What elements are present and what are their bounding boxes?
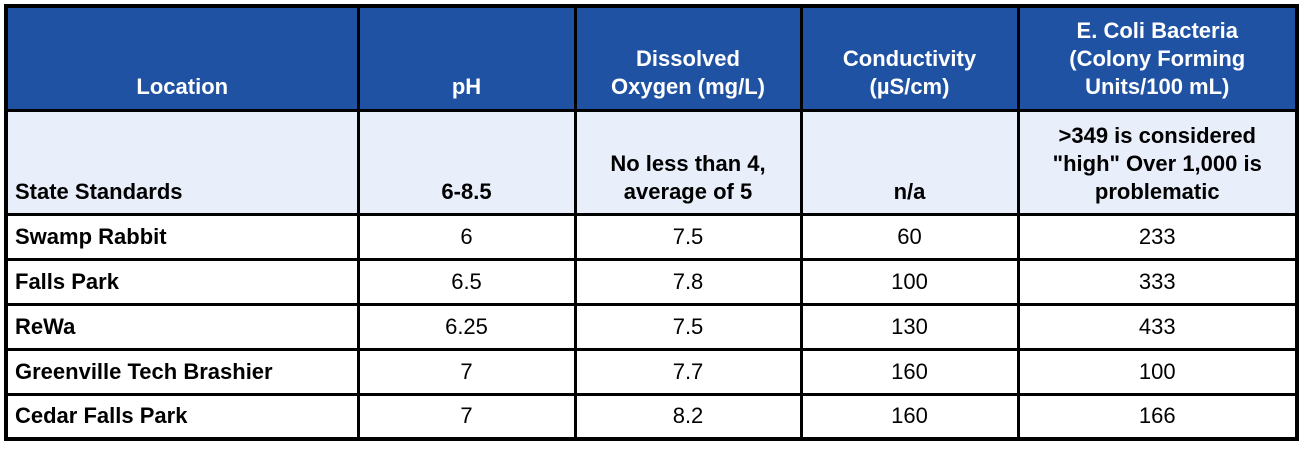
- cell-e-coli: 333: [1016, 257, 1299, 306]
- header-cell-dissolved-oxygen: Dissolved Oxygen (mg/L): [573, 4, 803, 112]
- table-row: Cedar Falls Park 7 8.2 160 166: [4, 392, 1299, 441]
- cell-ph: 6: [356, 212, 577, 261]
- standards-dissolved-oxygen: No less than 4, average of 5: [573, 108, 803, 216]
- table-body: State Standards 6-8.5 No less than 4, av…: [4, 108, 1299, 441]
- cell-conductivity: 160: [799, 392, 1020, 441]
- cell-ph: 7: [356, 347, 577, 396]
- cell-conductivity: 130: [799, 302, 1020, 351]
- cell-location: Swamp Rabbit: [4, 212, 360, 261]
- standards-conductivity: n/a: [799, 108, 1020, 216]
- water-quality-table: Location pH Dissolved Oxygen (mg/L) Cond…: [4, 4, 1299, 441]
- cell-e-coli: 166: [1016, 392, 1299, 441]
- standards-location: State Standards: [4, 108, 360, 216]
- cell-location: Greenville Tech Brashier: [4, 347, 360, 396]
- header-cell-location: Location: [4, 4, 360, 112]
- cell-conductivity: 100: [799, 257, 1020, 306]
- cell-ph: 6.5: [356, 257, 577, 306]
- cell-dissolved-oxygen: 7.7: [573, 347, 803, 396]
- standards-e-coli: >349 is considered "high" Over 1,000 is …: [1016, 108, 1299, 216]
- table-row: Swamp Rabbit 6 7.5 60 233: [4, 212, 1299, 261]
- cell-e-coli: 100: [1016, 347, 1299, 396]
- cell-location: Falls Park: [4, 257, 360, 306]
- cell-conductivity: 60: [799, 212, 1020, 261]
- cell-e-coli: 433: [1016, 302, 1299, 351]
- header-cell-conductivity: Conductivity (µS/cm): [799, 4, 1020, 112]
- table-row: ReWa 6.25 7.5 130 433: [4, 302, 1299, 351]
- state-standards-row: State Standards 6-8.5 No less than 4, av…: [4, 108, 1299, 216]
- cell-e-coli: 233: [1016, 212, 1299, 261]
- cell-dissolved-oxygen: 8.2: [573, 392, 803, 441]
- cell-dissolved-oxygen: 7.5: [573, 212, 803, 261]
- header-cell-e-coli: E. Coli Bacteria (Colony Forming Units/1…: [1016, 4, 1299, 112]
- cell-dissolved-oxygen: 7.8: [573, 257, 803, 306]
- cell-ph: 7: [356, 392, 577, 441]
- table-row: Greenville Tech Brashier 7 7.7 160 100: [4, 347, 1299, 396]
- cell-conductivity: 160: [799, 347, 1020, 396]
- header-cell-ph: pH: [356, 4, 577, 112]
- cell-ph: 6.25: [356, 302, 577, 351]
- cell-location: Cedar Falls Park: [4, 392, 360, 441]
- header-row: Location pH Dissolved Oxygen (mg/L) Cond…: [4, 4, 1299, 112]
- cell-location: ReWa: [4, 302, 360, 351]
- table-row: Falls Park 6.5 7.8 100 333: [4, 257, 1299, 306]
- cell-dissolved-oxygen: 7.5: [573, 302, 803, 351]
- standards-ph: 6-8.5: [356, 108, 577, 216]
- table-header: Location pH Dissolved Oxygen (mg/L) Cond…: [4, 4, 1299, 112]
